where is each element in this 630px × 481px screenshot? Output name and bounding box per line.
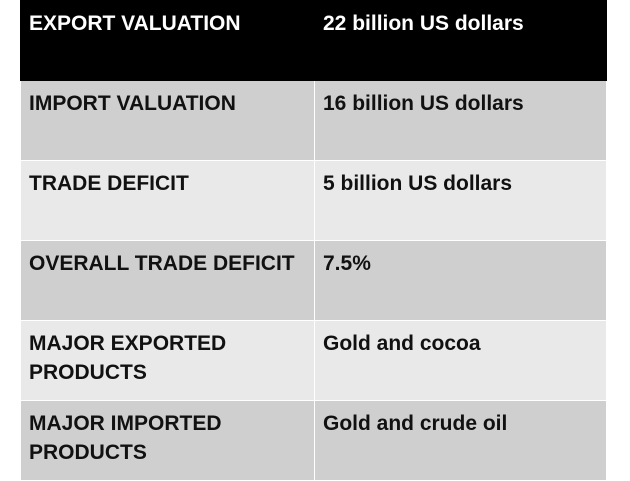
table-row: IMPORT VALUATION 16 billion US dollars <box>20 80 607 161</box>
row-value: Gold and cocoa <box>314 320 607 401</box>
row-value: Gold and crude oil <box>314 400 607 481</box>
row-label: MAJOR EXPORTED PRODUCTS <box>20 320 315 401</box>
row-label: TRADE DEFICIT <box>20 160 315 241</box>
table-row: TRADE DEFICIT 5 billion US dollars <box>20 160 607 241</box>
table-row: EXPORT VALUATION 22 billion US dollars <box>20 0 607 81</box>
row-value: 16 billion US dollars <box>314 80 607 161</box>
row-label: IMPORT VALUATION <box>20 80 315 161</box>
table-row: MAJOR EXPORTED PRODUCTS Gold and cocoa <box>20 320 607 401</box>
table-row: MAJOR IMPORTED PRODUCTS Gold and crude o… <box>20 400 607 481</box>
row-label: EXPORT VALUATION <box>20 0 315 81</box>
row-value: 22 billion US dollars <box>314 0 607 81</box>
row-label: OVERALL TRADE DEFICIT <box>20 240 315 321</box>
row-value: 5 billion US dollars <box>314 160 607 241</box>
row-value: 7.5% <box>314 240 607 321</box>
table-row: OVERALL TRADE DEFICIT 7.5% <box>20 240 607 321</box>
row-label: MAJOR IMPORTED PRODUCTS <box>20 400 315 481</box>
trade-summary-table: EXPORT VALUATION 22 billion US dollars I… <box>20 0 607 481</box>
trade-table-container: EXPORT VALUATION 22 billion US dollars I… <box>20 0 607 481</box>
